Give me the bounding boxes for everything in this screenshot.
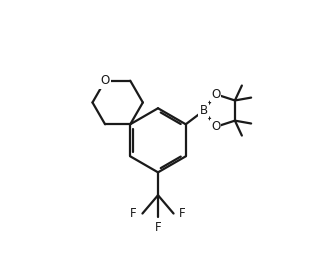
Text: F: F: [130, 207, 137, 220]
Text: F: F: [179, 207, 186, 220]
Text: O: O: [100, 74, 110, 87]
Text: O: O: [211, 120, 220, 133]
Text: F: F: [155, 221, 161, 234]
Text: B: B: [200, 104, 208, 117]
Text: O: O: [211, 88, 220, 101]
